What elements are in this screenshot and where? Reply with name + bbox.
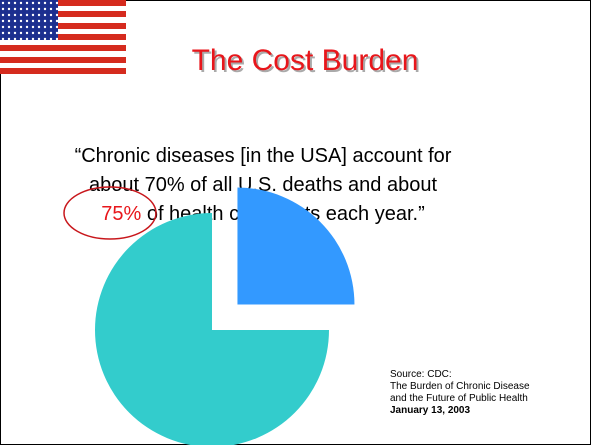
us-flag: [0, 0, 126, 74]
source-date: January 13, 2003: [390, 405, 470, 416]
pie-slice: [95, 213, 329, 445]
quote-line: about 70% of all U.S. deaths and about: [89, 174, 437, 196]
pie-slice: [237, 187, 355, 305]
quote-line: “Chronic diseases [in the USA] account f…: [75, 145, 452, 167]
source-line: Source: CDC:: [390, 369, 452, 380]
source-line: The Burden of Chronic Disease: [390, 381, 530, 392]
quote-highlight: 75%: [101, 203, 141, 225]
slide-title: The Cost Burden: [192, 44, 419, 77]
highlight-circle: [63, 186, 157, 240]
pie: [95, 187, 355, 445]
source-line: and the Future of Public Health: [390, 393, 528, 404]
